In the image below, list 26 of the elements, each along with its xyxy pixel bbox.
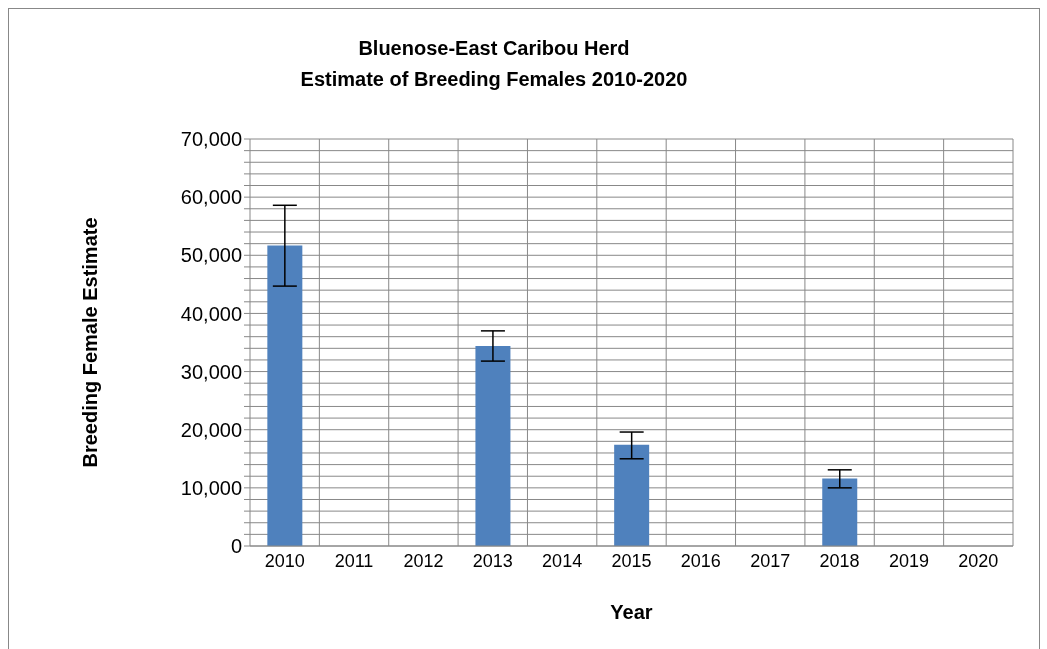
bar bbox=[614, 444, 650, 546]
y-tick-label: 50,000 bbox=[180, 244, 242, 267]
x-tick-label: 2017 bbox=[750, 550, 791, 571]
y-tick-label: 40,000 bbox=[180, 302, 242, 325]
y-tick-label: 0 bbox=[230, 535, 242, 558]
chart-title: Bluenose-East Caribou Herd Estimate of Breeding Females 2010-2020 bbox=[299, 36, 689, 92]
y-tick-label: 60,000 bbox=[180, 186, 242, 209]
x-tick-label: 2018 bbox=[819, 550, 860, 571]
x-tick-label: 2010 bbox=[264, 550, 305, 571]
x-tick-label: 2011 bbox=[334, 550, 374, 571]
x-tick-label: 2014 bbox=[542, 550, 583, 571]
y-axis-title: Breeding Female Estimate bbox=[79, 217, 102, 468]
x-tick-label: 2020 bbox=[958, 550, 999, 571]
y-tick-label: 20,000 bbox=[180, 418, 242, 441]
y-tick-label: 70,000 bbox=[180, 128, 242, 151]
x-tick-label: 2013 bbox=[472, 550, 513, 571]
bar bbox=[267, 245, 303, 546]
bar bbox=[822, 478, 858, 546]
bar bbox=[475, 345, 511, 546]
y-tick-label: 10,000 bbox=[180, 476, 242, 499]
x-tick-label: 2015 bbox=[611, 550, 652, 571]
y-tick-label: 30,000 bbox=[180, 360, 242, 383]
x-axis-title: Year bbox=[609, 601, 654, 624]
x-tick-label: 2012 bbox=[403, 550, 444, 571]
x-tick-label: 2019 bbox=[888, 550, 929, 571]
x-tick-label: 2016 bbox=[680, 550, 721, 571]
